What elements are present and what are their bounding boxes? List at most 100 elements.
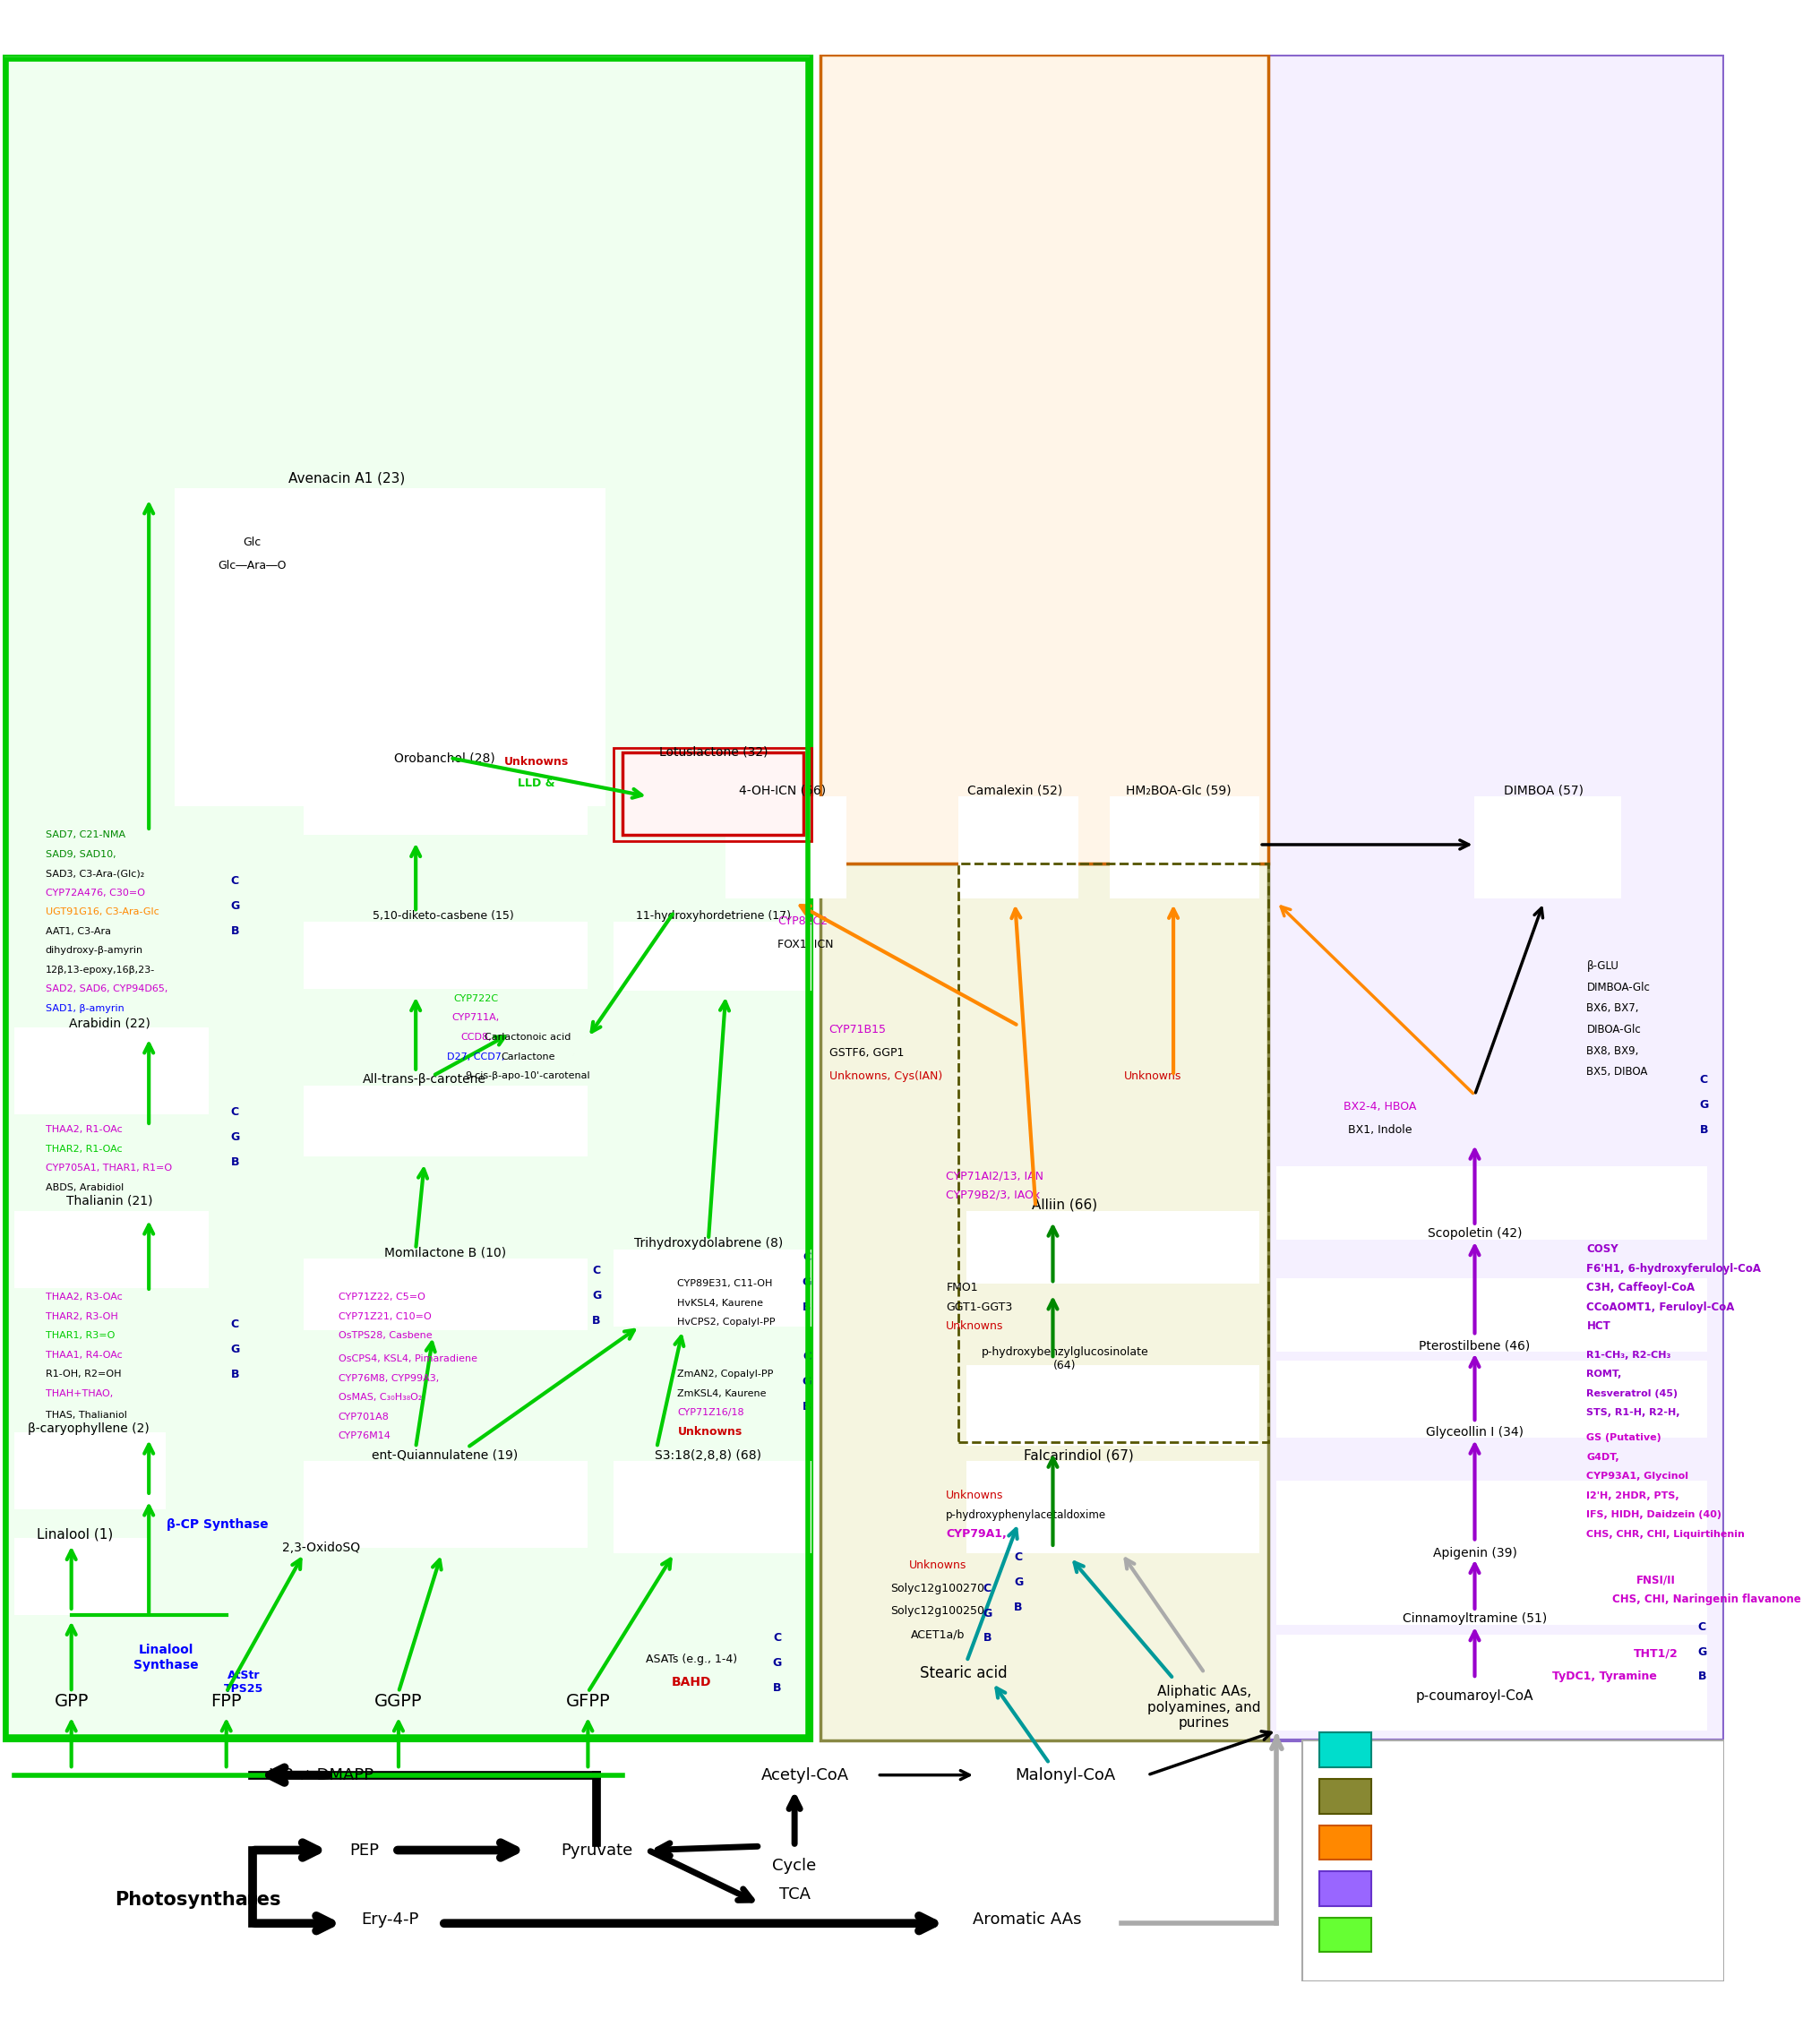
Text: B: B bbox=[1014, 1602, 1023, 1613]
Text: CYP79B2/3, IAOx: CYP79B2/3, IAOx bbox=[946, 1189, 1041, 1201]
Text: Linalool
Synthase: Linalool Synthase bbox=[133, 1643, 198, 1672]
Text: TCA: TCA bbox=[779, 1887, 810, 1902]
Text: CYP76M8, CYP99A3,: CYP76M8, CYP99A3, bbox=[339, 1374, 439, 1382]
Text: ROMT,: ROMT, bbox=[1587, 1370, 1622, 1378]
Text: GS (Putative): GS (Putative) bbox=[1587, 1433, 1662, 1441]
Text: C: C bbox=[593, 1264, 601, 1277]
Text: Glyceollin I (34): Glyceollin I (34) bbox=[1425, 1425, 1523, 1437]
Text: Resveratrol (45): Resveratrol (45) bbox=[1587, 1389, 1678, 1399]
Text: Acetyl-CoA: Acetyl-CoA bbox=[761, 1767, 848, 1784]
Text: Unknowns: Unknowns bbox=[946, 1321, 1005, 1332]
Text: C: C bbox=[231, 1106, 238, 1118]
Text: THAH+THAO,: THAH+THAO, bbox=[46, 1389, 113, 1399]
Text: THAR2, R1-OAc: THAR2, R1-OAc bbox=[46, 1144, 122, 1154]
Text: FNSI/II: FNSI/II bbox=[1636, 1574, 1674, 1586]
Text: Unknowns: Unknowns bbox=[677, 1427, 743, 1437]
Text: SAD7, C21-NMA: SAD7, C21-NMA bbox=[46, 831, 126, 839]
Text: R1-OH, R2=OH: R1-OH, R2=OH bbox=[46, 1370, 122, 1378]
Bar bbox=[613, 922, 812, 992]
Text: S-containing compound: S-containing compound bbox=[1389, 1788, 1587, 1804]
Text: CHS, CHI, Naringenin flavanone: CHS, CHI, Naringenin flavanone bbox=[1613, 1594, 1802, 1606]
Bar bbox=[966, 1211, 1259, 1285]
Text: B: B bbox=[803, 1401, 812, 1413]
Text: THT1/2: THT1/2 bbox=[1633, 1647, 1678, 1659]
Text: HM₂BOA-Glc (59): HM₂BOA-Glc (59) bbox=[1127, 784, 1230, 796]
Text: C: C bbox=[231, 1319, 238, 1330]
Bar bbox=[1474, 796, 1622, 898]
Bar bbox=[1276, 1167, 1707, 1240]
Bar bbox=[821, 55, 1269, 863]
Text: STS, R1-H, R2-H,: STS, R1-H, R2-H, bbox=[1587, 1409, 1680, 1417]
Text: THAR2, R3-OH: THAR2, R3-OH bbox=[46, 1311, 118, 1321]
Text: Solyc12g100250: Solyc12g100250 bbox=[890, 1606, 985, 1617]
Text: AtStr
TPS25: AtStr TPS25 bbox=[224, 1670, 264, 1696]
Bar bbox=[957, 796, 1079, 898]
Text: p-hydroxyphenylacetaldoxime: p-hydroxyphenylacetaldoxime bbox=[946, 1509, 1107, 1521]
Text: 2,3-OxidoSQ: 2,3-OxidoSQ bbox=[282, 1541, 360, 1553]
Text: Alliin (66): Alliin (66) bbox=[1032, 1197, 1097, 1211]
Text: B: B bbox=[983, 1633, 992, 1645]
Text: G: G bbox=[231, 1344, 240, 1356]
Text: Phenylpropanoid: Phenylpropanoid bbox=[1389, 1881, 1531, 1898]
Text: Ery-4-P: Ery-4-P bbox=[360, 1912, 419, 1928]
Text: 9-cis-β-apo-10'-carotenal: 9-cis-β-apo-10'-carotenal bbox=[466, 1071, 590, 1081]
Text: Orobanchol (28): Orobanchol (28) bbox=[395, 751, 495, 764]
Text: G4DT,: G4DT, bbox=[1587, 1454, 1620, 1462]
Text: UGT91G16, C3-Ara-Glc: UGT91G16, C3-Ara-Glc bbox=[46, 908, 158, 916]
Text: CCoAOMT1, Feruloyl-CoA: CCoAOMT1, Feruloyl-CoA bbox=[1587, 1301, 1734, 1313]
Bar bbox=[1276, 1480, 1707, 1558]
Text: 4-OH-ICN (56): 4-OH-ICN (56) bbox=[739, 784, 826, 796]
Text: FPP: FPP bbox=[211, 1694, 242, 1710]
Text: BX2-4, HBOA: BX2-4, HBOA bbox=[1343, 1101, 1416, 1112]
Bar bbox=[613, 1250, 812, 1325]
Bar bbox=[726, 796, 846, 898]
Text: C: C bbox=[231, 875, 238, 888]
Bar bbox=[1320, 1824, 1372, 1859]
Text: CYP93A1, Glycinol: CYP93A1, Glycinol bbox=[1587, 1472, 1689, 1480]
Text: CYP722C: CYP722C bbox=[453, 994, 499, 1004]
Bar bbox=[613, 1462, 812, 1553]
Bar bbox=[1320, 1733, 1372, 1767]
Text: Arabidin (22): Arabidin (22) bbox=[69, 1018, 149, 1030]
Bar bbox=[304, 1258, 588, 1330]
Text: p-coumaroyl-CoA: p-coumaroyl-CoA bbox=[1416, 1690, 1534, 1702]
Text: BX6, BX7,: BX6, BX7, bbox=[1587, 1002, 1640, 1014]
Text: Cycle: Cycle bbox=[772, 1857, 817, 1873]
Text: β-caryophyllene (2): β-caryophyllene (2) bbox=[27, 1421, 149, 1435]
Text: Terpene: Terpene bbox=[1389, 1926, 1456, 1942]
Text: G: G bbox=[803, 1376, 812, 1389]
Text: G: G bbox=[983, 1606, 992, 1619]
Text: CYP71Z21, C10=O: CYP71Z21, C10=O bbox=[339, 1311, 431, 1321]
Text: Solyc12g100270: Solyc12g100270 bbox=[890, 1582, 985, 1594]
Bar bbox=[304, 764, 588, 835]
Text: CYP705A1, THAR1, R1=O: CYP705A1, THAR1, R1=O bbox=[46, 1165, 171, 1173]
Text: F6'H1, 6-hydroxyferuloyl-CoA: F6'H1, 6-hydroxyferuloyl-CoA bbox=[1587, 1262, 1762, 1275]
Text: DIMBOA-Glc: DIMBOA-Glc bbox=[1587, 981, 1651, 994]
Bar bbox=[1276, 1279, 1707, 1352]
Text: TyDC1, Tyramine: TyDC1, Tyramine bbox=[1552, 1672, 1656, 1682]
Text: G: G bbox=[592, 1289, 601, 1301]
Text: B: B bbox=[231, 1156, 238, 1169]
Text: Carlactone: Carlactone bbox=[501, 1053, 555, 1061]
Text: CYP71B15: CYP71B15 bbox=[828, 1024, 886, 1036]
Text: DIBOA-Glc: DIBOA-Glc bbox=[1587, 1024, 1642, 1036]
Text: C: C bbox=[774, 1633, 781, 1645]
Text: ZmAN2, Copalyl-PP: ZmAN2, Copalyl-PP bbox=[677, 1370, 774, 1378]
Bar bbox=[1320, 1871, 1372, 1906]
Text: IFS, HIDH, Daidzein (40): IFS, HIDH, Daidzein (40) bbox=[1587, 1511, 1722, 1519]
Text: GSTF6, GGP1: GSTF6, GGP1 bbox=[828, 1047, 905, 1059]
Text: G: G bbox=[1014, 1576, 1023, 1588]
Text: CYP76M14: CYP76M14 bbox=[339, 1431, 391, 1441]
Text: THAA2, R3-OAc: THAA2, R3-OAc bbox=[46, 1293, 122, 1301]
Text: HCT: HCT bbox=[1587, 1321, 1611, 1332]
Text: BAHD: BAHD bbox=[672, 1676, 712, 1688]
Text: GPP: GPP bbox=[55, 1694, 89, 1710]
Text: Malonyl-CoA: Malonyl-CoA bbox=[1014, 1767, 1116, 1784]
Text: β-CP Synthase: β-CP Synthase bbox=[167, 1519, 269, 1531]
Text: G: G bbox=[1700, 1099, 1709, 1110]
Text: Camalexin (52): Camalexin (52) bbox=[968, 784, 1063, 796]
Text: GFPP: GFPP bbox=[566, 1694, 610, 1710]
Bar bbox=[821, 863, 1269, 1741]
Text: G: G bbox=[231, 1132, 240, 1144]
Text: Photosynthates: Photosynthates bbox=[115, 1891, 280, 1910]
